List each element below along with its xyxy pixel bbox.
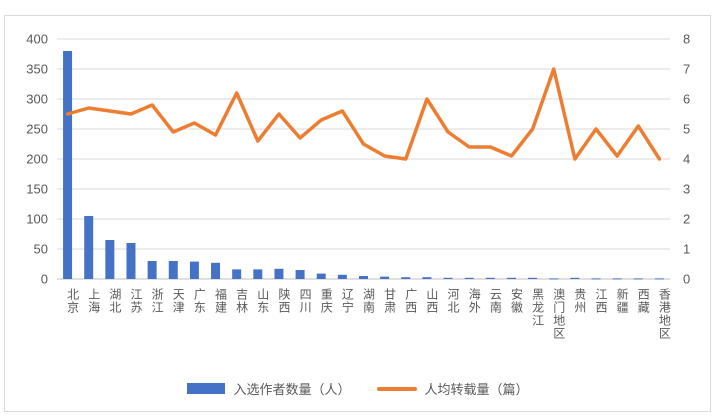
x-axis-label-澳门地区: 澳门地区 xyxy=(551,288,566,340)
x-axis-label-湖南: 湖南 xyxy=(361,288,376,314)
x-axis-label-贵州: 贵州 xyxy=(572,288,587,314)
x-axis-label-海外: 海外 xyxy=(467,288,482,314)
bar-陕西 xyxy=(274,268,284,279)
bar-海外 xyxy=(464,277,474,279)
bar-湖南 xyxy=(359,276,368,279)
x-axis-label-陕西: 陕西 xyxy=(276,288,291,314)
legend-bar-swatch-icon xyxy=(187,383,226,394)
y-axis-right-tick: 7 xyxy=(683,62,690,77)
bar-吉林 xyxy=(232,269,242,279)
y-axis-right-tick: 5 xyxy=(683,122,690,137)
y-axis-left-tick: 0 xyxy=(41,272,48,287)
x-axis-label-浙江: 浙江 xyxy=(150,288,165,314)
x-axis-label-黑龙江: 黑龙江 xyxy=(530,288,545,327)
y-axis-left-tick: 250 xyxy=(26,122,48,137)
y-axis-left-tick: 350 xyxy=(26,62,48,77)
y-axis-left-tick: 100 xyxy=(26,212,48,227)
x-axis-label-江苏: 江苏 xyxy=(128,288,143,314)
bar-江苏 xyxy=(126,243,136,279)
x-axis-label-云南: 云南 xyxy=(488,288,503,314)
bar-广东 xyxy=(189,261,199,279)
bar-北京 xyxy=(63,51,73,279)
legend-line-label: 人均转载量（篇） xyxy=(424,382,529,397)
x-axis-label-天津: 天津 xyxy=(171,288,186,314)
bar-浙江 xyxy=(147,261,157,279)
legend-bar-label: 入选作者数量（人） xyxy=(233,382,351,397)
x-axis-label-甘肃: 甘肃 xyxy=(382,288,397,314)
x-axis-label-广西: 广西 xyxy=(403,288,418,314)
legend-line-swatch-icon xyxy=(376,386,417,391)
x-axis-label-江西: 江西 xyxy=(594,288,609,314)
bar-重庆 xyxy=(316,273,326,279)
bar-江西 xyxy=(591,278,601,280)
bar-贵州 xyxy=(570,277,580,279)
bar-云南 xyxy=(485,277,495,279)
x-axis-label-吉林: 吉林 xyxy=(234,288,249,314)
x-axis-label-广东: 广东 xyxy=(192,288,207,314)
y-axis-right-tick: 0 xyxy=(683,272,690,287)
bar-河北 xyxy=(443,277,453,279)
bar-西藏 xyxy=(633,278,643,280)
bar-新疆 xyxy=(612,278,622,280)
bar-广西 xyxy=(401,277,411,279)
bar-辽宁 xyxy=(337,274,347,279)
bar-山东 xyxy=(253,269,263,279)
bar-福建 xyxy=(211,262,221,279)
bar-澳门地区 xyxy=(549,278,559,280)
y-axis-right-tick: 2 xyxy=(683,212,690,227)
bar-山西 xyxy=(422,277,432,279)
bar-上海 xyxy=(84,216,94,279)
y-axis-right-tick: 3 xyxy=(683,182,690,197)
legend-item-bar: 入选作者数量（人） xyxy=(187,379,351,398)
x-axis-label-山西: 山西 xyxy=(424,288,439,314)
y-axis-left-tick: 50 xyxy=(34,242,48,257)
x-axis-label-湖北: 湖北 xyxy=(107,288,122,314)
y-axis-left-tick: 150 xyxy=(26,182,48,197)
y-axis-left-tick: 400 xyxy=(26,32,48,47)
x-axis-label-新疆: 新疆 xyxy=(615,288,630,314)
bar-四川 xyxy=(295,270,305,279)
y-axis-right-tick: 8 xyxy=(683,32,690,47)
x-axis-label-山东: 山东 xyxy=(255,288,270,314)
x-axis-label-重庆: 重庆 xyxy=(319,288,334,314)
x-axis-label-福建: 福建 xyxy=(213,288,228,314)
y-axis-left-tick: 300 xyxy=(26,92,48,107)
x-axis-label-安徽: 安徽 xyxy=(509,288,524,314)
bar-黑龙江 xyxy=(528,277,538,279)
x-axis-label-四川: 四川 xyxy=(298,288,313,314)
bar-湖北 xyxy=(105,240,115,279)
x-axis-label-北京: 北京 xyxy=(65,288,80,314)
chart-legend: 入选作者数量（人） 人均转载量（篇） xyxy=(0,379,716,398)
line-series xyxy=(65,67,662,161)
x-axis-label-河北: 河北 xyxy=(446,288,461,314)
x-axis-label-香港地区: 香港地区 xyxy=(657,288,672,340)
chart-frame xyxy=(4,15,711,412)
y-axis-right-tick: 4 xyxy=(683,152,690,167)
bar-香港地区 xyxy=(654,278,664,280)
x-axis-label-西藏: 西藏 xyxy=(636,288,651,314)
y-axis-right-tick: 1 xyxy=(683,242,690,257)
bar-安徽 xyxy=(506,277,516,279)
y-axis-left-tick: 200 xyxy=(26,152,48,167)
bar-天津 xyxy=(168,261,178,279)
bar-甘肃 xyxy=(380,276,390,279)
legend-item-line: 人均转载量（篇） xyxy=(376,379,529,398)
y-axis-right-tick: 6 xyxy=(683,92,690,107)
x-axis-label-辽宁: 辽宁 xyxy=(340,288,355,314)
x-axis-label-上海: 上海 xyxy=(86,288,101,314)
